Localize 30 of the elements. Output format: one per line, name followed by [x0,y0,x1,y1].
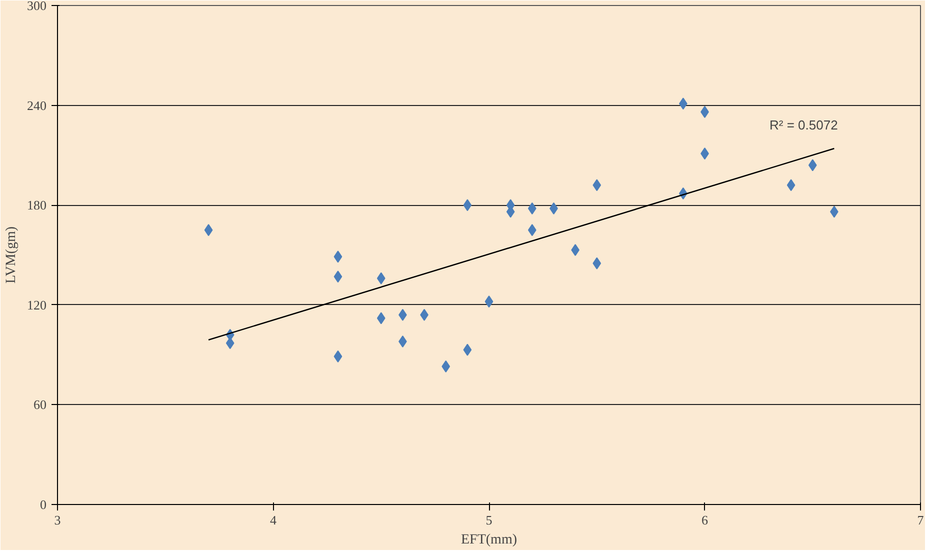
point [334,270,342,283]
point [376,272,386,284]
point [528,202,536,214]
point [808,159,817,172]
point [334,350,342,362]
y-tick-label: 180 [27,198,46,213]
y-tick-label: 60 [34,397,46,412]
y-tick-label: 300 [27,0,46,13]
point [592,179,602,192]
annotation: R² = 0.5072 [770,118,838,132]
point [376,312,386,324]
x-tick-label: 4 [270,512,277,528]
point [592,257,602,270]
point [528,224,536,236]
y-tick-label: 0 [40,497,46,512]
point [463,344,472,356]
y-tick-label: 240 [27,98,46,113]
x-tick-label: 5 [486,512,492,528]
point [786,179,796,192]
x-axis-title: EFT(mm) [461,532,518,548]
x-tick-label: 7 [917,512,924,528]
point [463,199,472,212]
point [484,296,494,308]
y-tick-label: 120 [27,297,46,312]
x-tick-label: 6 [702,512,708,528]
point [442,360,450,372]
point [204,224,213,236]
x-tick-label: 3 [54,512,61,528]
y-axis-title: LVM(gm) [4,226,19,284]
point [334,250,342,263]
